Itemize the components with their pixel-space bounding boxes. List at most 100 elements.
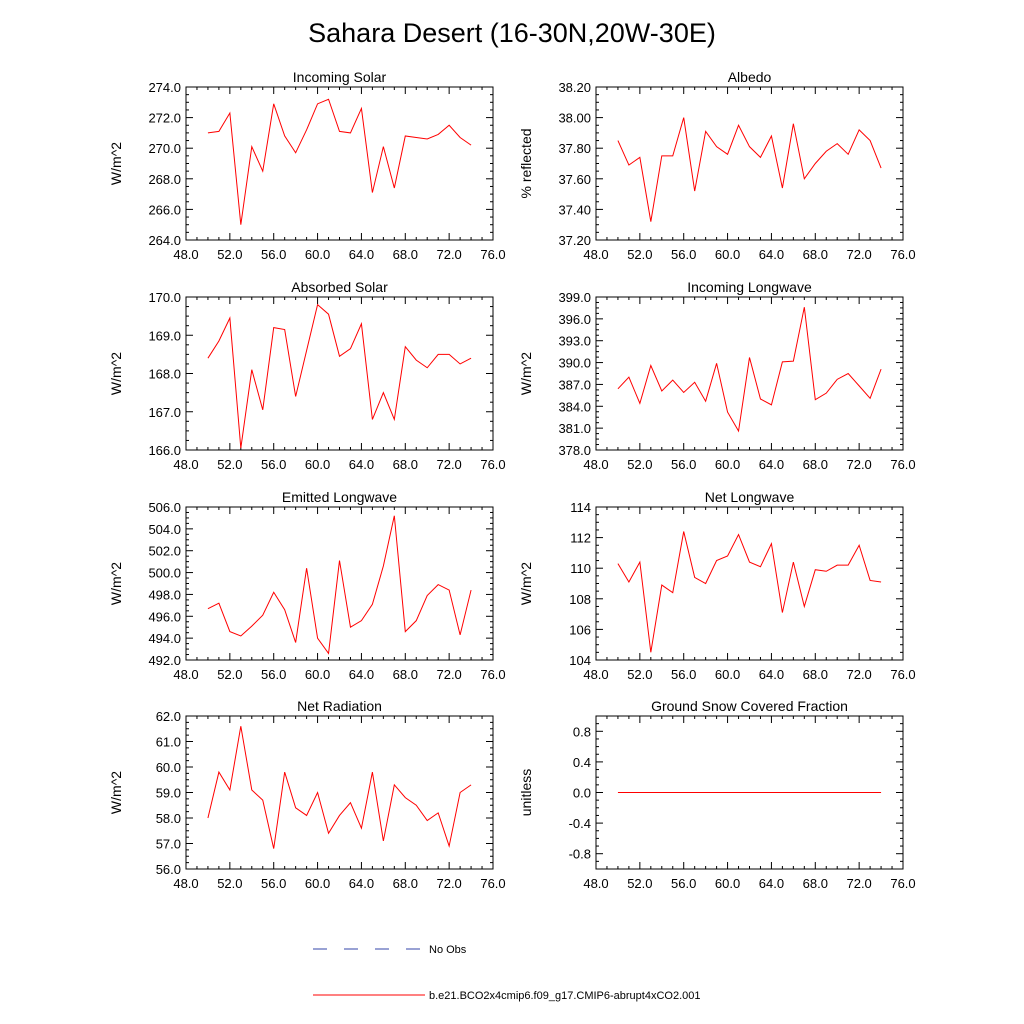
y-tick-label: 0.8 bbox=[573, 724, 591, 739]
x-tick-label: 72.0 bbox=[846, 247, 871, 262]
y-tick-label: 381.0 bbox=[558, 421, 591, 436]
x-tick-label: 52.0 bbox=[627, 667, 652, 682]
x-tick-label: 48.0 bbox=[583, 876, 608, 891]
y-tick-label: 502.0 bbox=[148, 544, 181, 559]
x-tick-label: 76.0 bbox=[480, 876, 505, 891]
y-tick-label: -0.8 bbox=[569, 847, 591, 862]
panel-albedo: Albedo 48.0 52.0 56.0 60.0 64.0 68.0 72.0 76.0 37… bbox=[518, 69, 916, 262]
y-tick-label: 108 bbox=[569, 592, 591, 607]
x-tick-label: 68.0 bbox=[803, 667, 828, 682]
x-tick-label: 76.0 bbox=[890, 667, 915, 682]
x-tick-label: 76.0 bbox=[480, 457, 505, 472]
x-tick-label: 68.0 bbox=[393, 667, 418, 682]
y-tick-label: 60.0 bbox=[156, 760, 181, 775]
y-tick-label: 168.0 bbox=[148, 367, 181, 382]
x-tick-label: 52.0 bbox=[217, 667, 242, 682]
x-tick-label: 56.0 bbox=[671, 247, 696, 262]
y-tick-label: 106 bbox=[569, 622, 591, 637]
y-tick-label: 399.0 bbox=[558, 290, 591, 305]
y-tick-label: 37.80 bbox=[558, 141, 591, 156]
y-tick-label: 272.0 bbox=[148, 111, 181, 126]
panel-title: Absorbed Solar bbox=[291, 279, 388, 295]
x-tick-label: 64.0 bbox=[759, 667, 784, 682]
x-tick-label: 48.0 bbox=[583, 667, 608, 682]
x-tick-label: 48.0 bbox=[173, 457, 198, 472]
x-tick-label: 68.0 bbox=[393, 247, 418, 262]
y-tick-label: 378.0 bbox=[558, 443, 591, 458]
x-tick-label: 64.0 bbox=[349, 457, 374, 472]
y-tick-label: 396.0 bbox=[558, 312, 591, 327]
panel-title: Emitted Longwave bbox=[282, 489, 397, 505]
x-tick-label: 56.0 bbox=[671, 457, 696, 472]
plot-frame bbox=[595, 86, 904, 241]
x-tick-label: 64.0 bbox=[759, 247, 784, 262]
y-tick-label: 112 bbox=[570, 531, 591, 546]
y-tick-label: 166.0 bbox=[148, 443, 181, 458]
x-tick-label: 60.0 bbox=[715, 876, 740, 891]
x-tick-label: 72.0 bbox=[436, 876, 461, 891]
y-tick-label: 61.0 bbox=[156, 735, 181, 750]
legend-model-label: b.e21.BCO2x4cmip6.f09_g17.CMIP6-abrupt4x… bbox=[429, 990, 701, 1002]
series-line-net-radiation bbox=[207, 726, 472, 849]
x-tick-label: 56.0 bbox=[261, 667, 286, 682]
x-tick-label: 52.0 bbox=[627, 876, 652, 891]
panel-net-radiation: Net Radiation 48.0 52.0 56.0 60.0 64.0 68.0 72.… bbox=[108, 698, 506, 891]
x-tick-label: 60.0 bbox=[715, 457, 740, 472]
y-tick-label: 504.0 bbox=[148, 522, 181, 537]
panels-group: Incoming Solar 48.0 52.0 56.0 60.0 64.0 68.0 72… bbox=[108, 69, 916, 891]
y-tick-label: 56.0 bbox=[156, 862, 181, 877]
panel-emitted-longwave: Emitted Longwave 48.0 52.0 56.0 60.0 64.0 68.0… bbox=[108, 489, 506, 682]
panel-incoming-longwave: Incoming Longwave 48.0 52.0 56.0 60.0 64.0 68.… bbox=[518, 279, 916, 472]
y-tick-label: 387.0 bbox=[558, 377, 591, 392]
x-tick-label: 60.0 bbox=[305, 247, 330, 262]
x-tick-label: 56.0 bbox=[261, 876, 286, 891]
x-tick-label: 60.0 bbox=[305, 457, 330, 472]
panel-title: Incoming Solar bbox=[293, 69, 387, 85]
y-tick-label: 268.0 bbox=[148, 172, 181, 187]
series-line-incoming-solar bbox=[207, 98, 472, 225]
x-tick-label: 48.0 bbox=[173, 876, 198, 891]
y-axis-label: W/m^2 bbox=[108, 352, 124, 395]
series-line-net-longwave bbox=[617, 531, 882, 653]
series-line-absorbed-solar bbox=[207, 303, 472, 449]
y-tick-label: -0.4 bbox=[569, 816, 591, 831]
y-tick-label: 384.0 bbox=[558, 399, 591, 414]
y-tick-label: 264.0 bbox=[148, 233, 181, 248]
panel-incoming-solar: Incoming Solar 48.0 52.0 56.0 60.0 64.0 68.0 72… bbox=[108, 69, 506, 262]
x-tick-label: 48.0 bbox=[173, 247, 198, 262]
x-tick-label: 56.0 bbox=[261, 247, 286, 262]
x-tick-label: 76.0 bbox=[890, 876, 915, 891]
x-tick-label: 76.0 bbox=[890, 247, 915, 262]
x-tick-label: 60.0 bbox=[305, 876, 330, 891]
series-line-emitted-longwave bbox=[207, 515, 472, 655]
y-tick-label: 38.00 bbox=[558, 111, 591, 126]
plot-frame bbox=[185, 715, 494, 870]
x-tick-label: 72.0 bbox=[846, 457, 871, 472]
y-tick-label: 104 bbox=[569, 653, 591, 668]
x-tick-label: 60.0 bbox=[715, 667, 740, 682]
y-tick-label: 270.0 bbox=[148, 141, 181, 156]
y-axis-label: W/m^2 bbox=[108, 771, 124, 814]
y-tick-label: 114 bbox=[570, 500, 591, 515]
panel-title: Net Radiation bbox=[297, 698, 382, 714]
y-tick-label: 58.0 bbox=[156, 811, 181, 826]
y-tick-label: 492.0 bbox=[148, 653, 181, 668]
panel-net-longwave: Net Longwave 48.0 52.0 56.0 60.0 64.0 68.0 72.0… bbox=[518, 489, 916, 682]
y-tick-label: 167.0 bbox=[148, 405, 181, 420]
y-tick-label: 169.0 bbox=[148, 328, 181, 343]
figure-title: Sahara Desert (16-30N,20W-30E) bbox=[308, 18, 716, 48]
y-tick-label: 266.0 bbox=[148, 202, 181, 217]
x-tick-label: 64.0 bbox=[349, 876, 374, 891]
x-tick-label: 52.0 bbox=[627, 457, 652, 472]
series-line-incoming-longwave bbox=[617, 307, 882, 433]
panel-title: Net Longwave bbox=[705, 489, 795, 505]
y-tick-label: 494.0 bbox=[148, 631, 181, 646]
y-tick-label: 0.4 bbox=[573, 755, 591, 770]
y-axis-label: % reflected bbox=[518, 128, 534, 198]
plot-frame bbox=[185, 86, 494, 241]
y-tick-label: 38.20 bbox=[558, 80, 591, 95]
y-tick-label: 496.0 bbox=[148, 609, 181, 624]
x-tick-label: 76.0 bbox=[480, 247, 505, 262]
x-tick-label: 56.0 bbox=[671, 667, 696, 682]
